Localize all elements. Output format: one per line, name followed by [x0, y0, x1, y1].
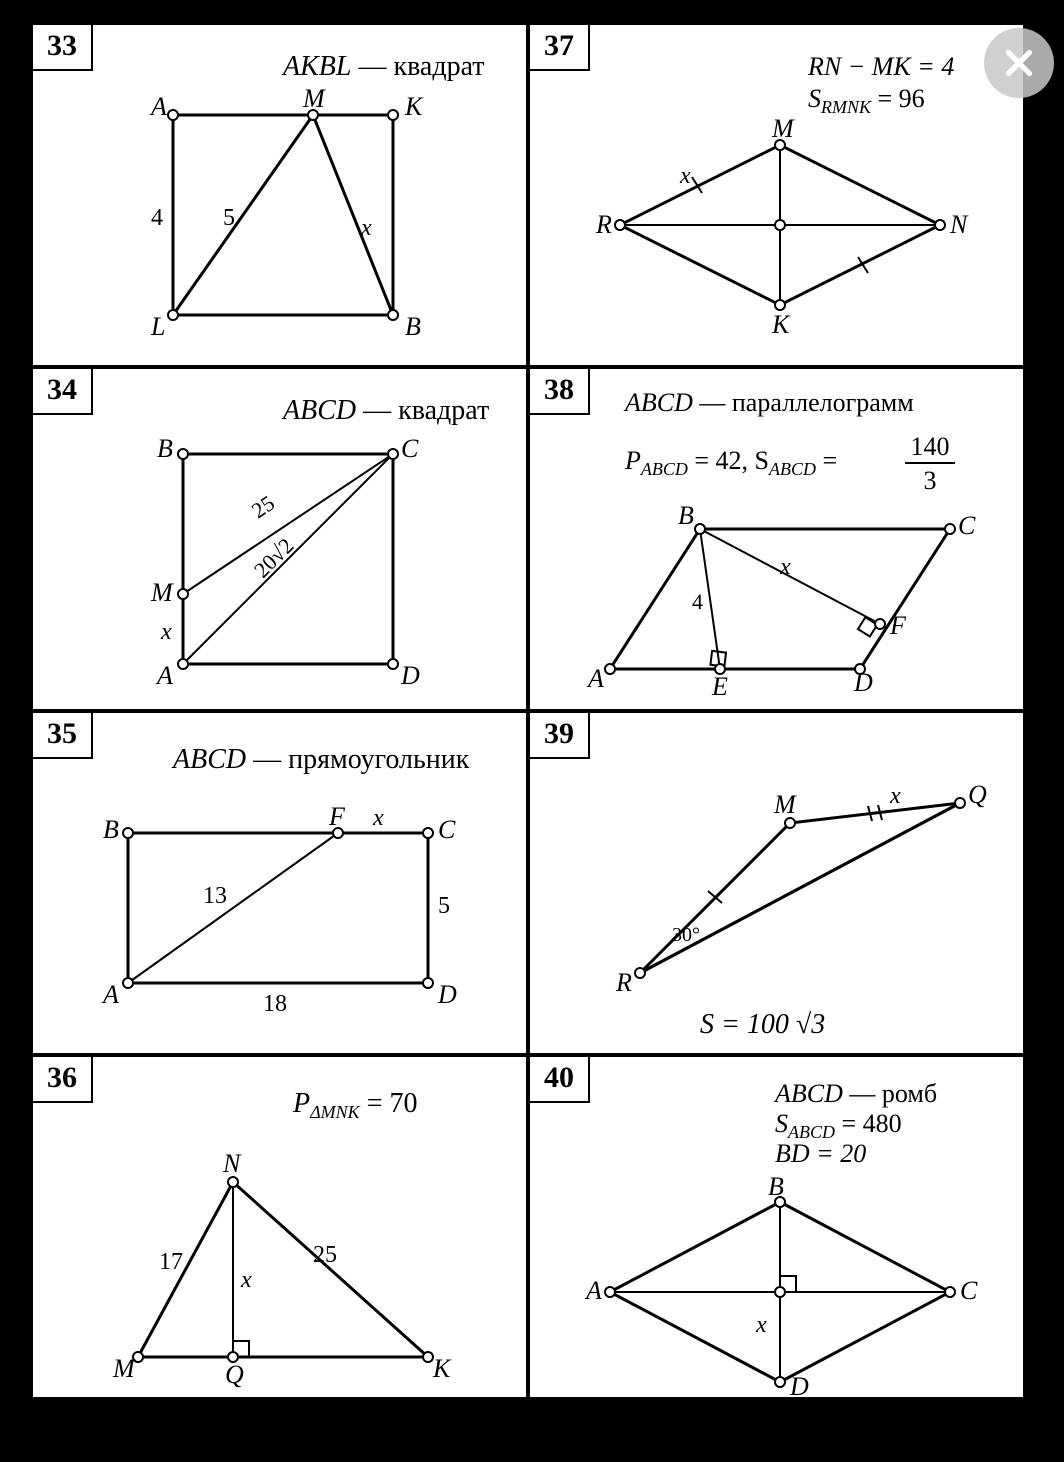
problem-number: 36 — [31, 1055, 93, 1103]
svg-text:4: 4 — [692, 589, 703, 614]
svg-text:A: A — [155, 661, 173, 690]
svg-text:Q: Q — [968, 780, 987, 809]
svg-text:ABCD — квадрат: ABCD — квадрат — [281, 395, 489, 426]
figure-33: AKBL — квадрат A M K L B 4 5 x — [33, 25, 533, 365]
svg-text:C: C — [958, 511, 976, 540]
svg-text:PΔMNK = 70: PΔMNK = 70 — [292, 1088, 417, 1122]
svg-text:x: x — [889, 783, 901, 809]
svg-text:A: A — [149, 92, 167, 121]
svg-text:M: M — [302, 84, 326, 113]
svg-text:5: 5 — [438, 893, 450, 919]
svg-text:x: x — [679, 163, 691, 189]
problem-grid: 33 AKBL — квадрат A M K L B 4 — [28, 20, 1028, 1402]
svg-text:x: x — [372, 805, 384, 831]
problem-number: 37 — [528, 23, 590, 71]
svg-text:K: K — [432, 1354, 452, 1383]
svg-text:ABCD — ромб: ABCD — ромб — [773, 1079, 937, 1108]
svg-text:3: 3 — [924, 466, 937, 495]
svg-text:D: D — [789, 1372, 809, 1397]
svg-text:A: A — [586, 664, 604, 693]
svg-text:18: 18 — [263, 991, 287, 1017]
svg-text:C: C — [960, 1276, 978, 1305]
svg-text:N: N — [949, 210, 969, 239]
svg-text:RN − MK = 4: RN − MK = 4 — [807, 52, 954, 81]
figure-35: ABCD — прямоугольник B C A D F x 13 5 — [33, 713, 533, 1053]
cell-39: 39 R M Q x 30° S = 100 √3 — [528, 711, 1025, 1055]
svg-text:25: 25 — [313, 1242, 337, 1268]
svg-text:K: K — [771, 310, 791, 339]
svg-text:F: F — [328, 802, 346, 831]
svg-text:SABCD = 480: SABCD = 480 — [775, 1109, 902, 1142]
figure-39: R M Q x 30° S = 100 √3 — [530, 713, 1030, 1053]
problem-number: 39 — [528, 711, 590, 759]
cell-34: 34 ABCD — квадрат B C A D M x — [31, 367, 528, 711]
svg-text:x: x — [779, 554, 791, 580]
svg-text:B: B — [768, 1172, 784, 1201]
svg-text:S = 100 √3: S = 100 √3 — [700, 1009, 825, 1040]
svg-text:K: K — [404, 92, 424, 121]
svg-text:B: B — [678, 501, 694, 530]
close-icon[interactable] — [984, 28, 1054, 98]
svg-text:20√2: 20√2 — [249, 533, 299, 583]
svg-text:13: 13 — [203, 883, 227, 909]
svg-text:E: E — [711, 672, 728, 701]
svg-text:M: M — [773, 790, 797, 819]
svg-text:D: D — [853, 668, 873, 697]
figure-36: PΔMNK = 70 M K N Q 17 25 x — [33, 1057, 533, 1397]
svg-text:x: x — [160, 619, 172, 645]
svg-text:ABCD — прямоугольник: ABCD — прямоугольник — [171, 744, 470, 775]
svg-text:D: D — [400, 661, 420, 690]
svg-text:R: R — [615, 968, 632, 997]
cell-36: 36 PΔMNK = 70 M K N Q 17 25 x — [31, 1055, 528, 1399]
svg-text:C: C — [401, 434, 419, 463]
figure-37: RN − MK = 4 SRMNK = 96 R M N K — [530, 25, 1030, 365]
problem-number: 35 — [31, 711, 93, 759]
svg-text:BD = 20: BD = 20 — [775, 1139, 866, 1168]
svg-text:F: F — [889, 611, 907, 640]
cell-35: 35 ABCD — прямоугольник B C A D F x — [31, 711, 528, 1055]
problem-number: 34 — [31, 367, 93, 415]
svg-text:R: R — [595, 210, 612, 239]
svg-text:B: B — [157, 434, 173, 463]
svg-text:140: 140 — [911, 432, 950, 461]
svg-text:B: B — [405, 312, 421, 341]
svg-text:B: B — [103, 815, 119, 844]
svg-text:30°: 30° — [672, 924, 700, 946]
figure-40: ABCD — ромб SABCD = 480 BD = 20 A B C D — [530, 1057, 1030, 1397]
figure-34: ABCD — квадрат B C A D M x 25 20 — [33, 369, 533, 709]
svg-text:ABCD — параллелограмм: ABCD — параллелограмм — [623, 388, 914, 417]
page: 33 AKBL — квадрат A M K L B 4 — [0, 0, 1064, 1462]
svg-text:PABCD = 42, SABCD =: PABCD = 42, SABCD = — [624, 446, 837, 479]
cell-33: 33 AKBL — квадрат A M K L B 4 — [31, 23, 528, 367]
svg-text:A: A — [584, 1276, 602, 1305]
svg-text:17: 17 — [159, 1249, 183, 1275]
svg-text:25: 25 — [247, 490, 279, 523]
problem-number: 33 — [31, 23, 93, 71]
svg-text:x: x — [240, 1267, 252, 1293]
svg-text:D: D — [437, 980, 457, 1009]
worksheet: 33 AKBL — квадрат A M K L B 4 — [28, 20, 1028, 1402]
problem-number: 38 — [528, 367, 590, 415]
svg-text:N: N — [222, 1149, 242, 1178]
svg-text:x: x — [360, 215, 372, 241]
svg-text:AKBL — квадрат: AKBL — квадрат — [281, 51, 485, 82]
svg-text:M: M — [112, 1354, 136, 1383]
svg-text:Q: Q — [225, 1360, 244, 1389]
cell-40: 40 ABCD — ромб SABCD = 480 BD = 20 A B — [528, 1055, 1025, 1399]
svg-text:5: 5 — [223, 205, 235, 231]
svg-text:x: x — [755, 1312, 767, 1338]
svg-text:4: 4 — [151, 205, 163, 231]
figure-38: ABCD — параллелограмм PABCD = 42, SABCD … — [530, 369, 1030, 709]
cell-37: 37 RN − MK = 4 SRMNK = 96 R M N — [528, 23, 1025, 367]
svg-text:C: C — [438, 815, 456, 844]
problem-number: 40 — [528, 1055, 590, 1103]
cell-38: 38 ABCD — параллелограмм PABCD = 42, SAB… — [528, 367, 1025, 711]
svg-text:M: M — [771, 114, 795, 143]
svg-text:A: A — [101, 980, 119, 1009]
svg-text:SRMNK = 96: SRMNK = 96 — [808, 84, 925, 117]
svg-text:L: L — [150, 312, 165, 341]
svg-text:M: M — [150, 578, 174, 607]
